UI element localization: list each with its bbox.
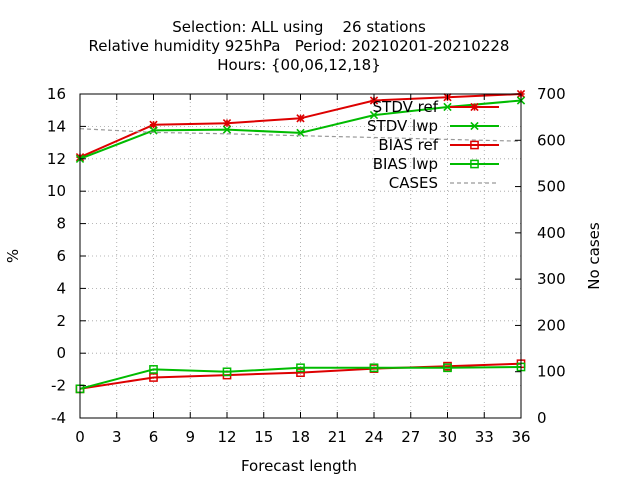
- title-line-1: Selection: ALL using 26 stations: [172, 18, 426, 36]
- y2-tick-label: 700: [537, 85, 566, 103]
- data-point: [149, 120, 158, 129]
- data-point: [149, 373, 158, 382]
- data-point: [369, 363, 379, 373]
- y-tick-label: 16: [47, 85, 66, 103]
- data-point: [296, 114, 305, 123]
- legend-marker: [470, 159, 479, 169]
- y-tick-label: -4: [51, 409, 66, 427]
- legend-item: STDV ref: [373, 98, 499, 116]
- data-point: [369, 110, 379, 120]
- y2-tick-label: 100: [537, 363, 566, 381]
- series-line: [79, 362, 522, 390]
- y-tick-label: 8: [56, 215, 66, 233]
- chart-title: Selection: ALL using 26 stations Relativ…: [89, 18, 510, 74]
- x-tick-label: 33: [475, 428, 494, 446]
- data-point: [222, 118, 232, 128]
- x-tick-label: 24: [364, 428, 383, 446]
- data-point: [149, 365, 158, 374]
- x-tick-label: 18: [291, 428, 310, 446]
- x-tick-label: 15: [254, 428, 273, 446]
- legend-item: CASES: [389, 174, 499, 192]
- legend-label: BIAS lwp: [373, 155, 438, 173]
- x-tick-label: 6: [149, 428, 159, 446]
- data-point: [222, 367, 232, 377]
- plot-border: [79, 93, 522, 419]
- y2-tick-label: 400: [537, 224, 566, 242]
- y2-tick-label: 500: [537, 178, 566, 196]
- x-tick-label: 27: [401, 428, 420, 446]
- x-tick-label: 3: [112, 428, 122, 446]
- y2-tick-label: 0: [537, 409, 547, 427]
- data-point: [369, 96, 379, 105]
- grid: [80, 94, 521, 418]
- data-point: [296, 363, 305, 373]
- legend-marker: [470, 140, 479, 150]
- x-tick-label: 30: [438, 428, 457, 446]
- y2-tick-label: 600: [537, 131, 566, 149]
- y-tick-label: 10: [47, 182, 66, 200]
- series-layer: [75, 89, 526, 394]
- legend-marker: [470, 121, 479, 131]
- y-axis-label: %: [4, 249, 22, 263]
- y2-axis-label: No cases: [585, 222, 603, 290]
- legend-item: STDV lwp: [367, 117, 499, 135]
- x-axis-label: Forecast length: [241, 457, 357, 475]
- series-bias-ref: [75, 359, 526, 394]
- y2-tick-label: 200: [537, 316, 566, 334]
- y2-tick-label: 300: [537, 270, 566, 288]
- legend-marker: [470, 102, 479, 112]
- data-point: [443, 102, 452, 112]
- series-line: [79, 128, 522, 142]
- x-tick-label: 12: [217, 428, 236, 446]
- legend-label: STDV lwp: [367, 117, 438, 135]
- y-tick-label: 12: [47, 150, 66, 168]
- tick-layer: 0 3 6 9 12 15 18 21 24 27 30 33 36-4-202468101214160…: [47, 85, 566, 446]
- legend-item: BIAS lwp: [373, 155, 499, 173]
- legend-item: BIAS ref: [378, 136, 499, 154]
- x-tick-label: 21: [328, 428, 347, 446]
- series-cases: [79, 128, 522, 142]
- title-line-3: Hours: {00,06,12,18}: [217, 56, 381, 74]
- data-point: [296, 368, 305, 377]
- title-line-2: Relative humidity 925hPa Period: 2021020…: [89, 37, 510, 55]
- legend-label: CASES: [389, 174, 438, 192]
- series-bias-lwp: [75, 362, 526, 394]
- y-tick-label: 0: [56, 344, 66, 362]
- y-tick-label: 4: [56, 279, 66, 297]
- series-line: [79, 366, 522, 390]
- y-tick-label: 6: [56, 247, 66, 265]
- x-tick-label: 36: [511, 428, 530, 446]
- data-point: [222, 125, 232, 134]
- y-tick-label: 14: [47, 117, 66, 135]
- x-tick-label: 9: [185, 428, 195, 446]
- y-tick-label: 2: [56, 312, 66, 330]
- data-point: [443, 363, 452, 373]
- y-tick-label: -2: [51, 377, 66, 395]
- x-tick-label: 0: [75, 428, 85, 446]
- legend-label: BIAS ref: [378, 136, 438, 154]
- legend-label: STDV ref: [373, 98, 439, 116]
